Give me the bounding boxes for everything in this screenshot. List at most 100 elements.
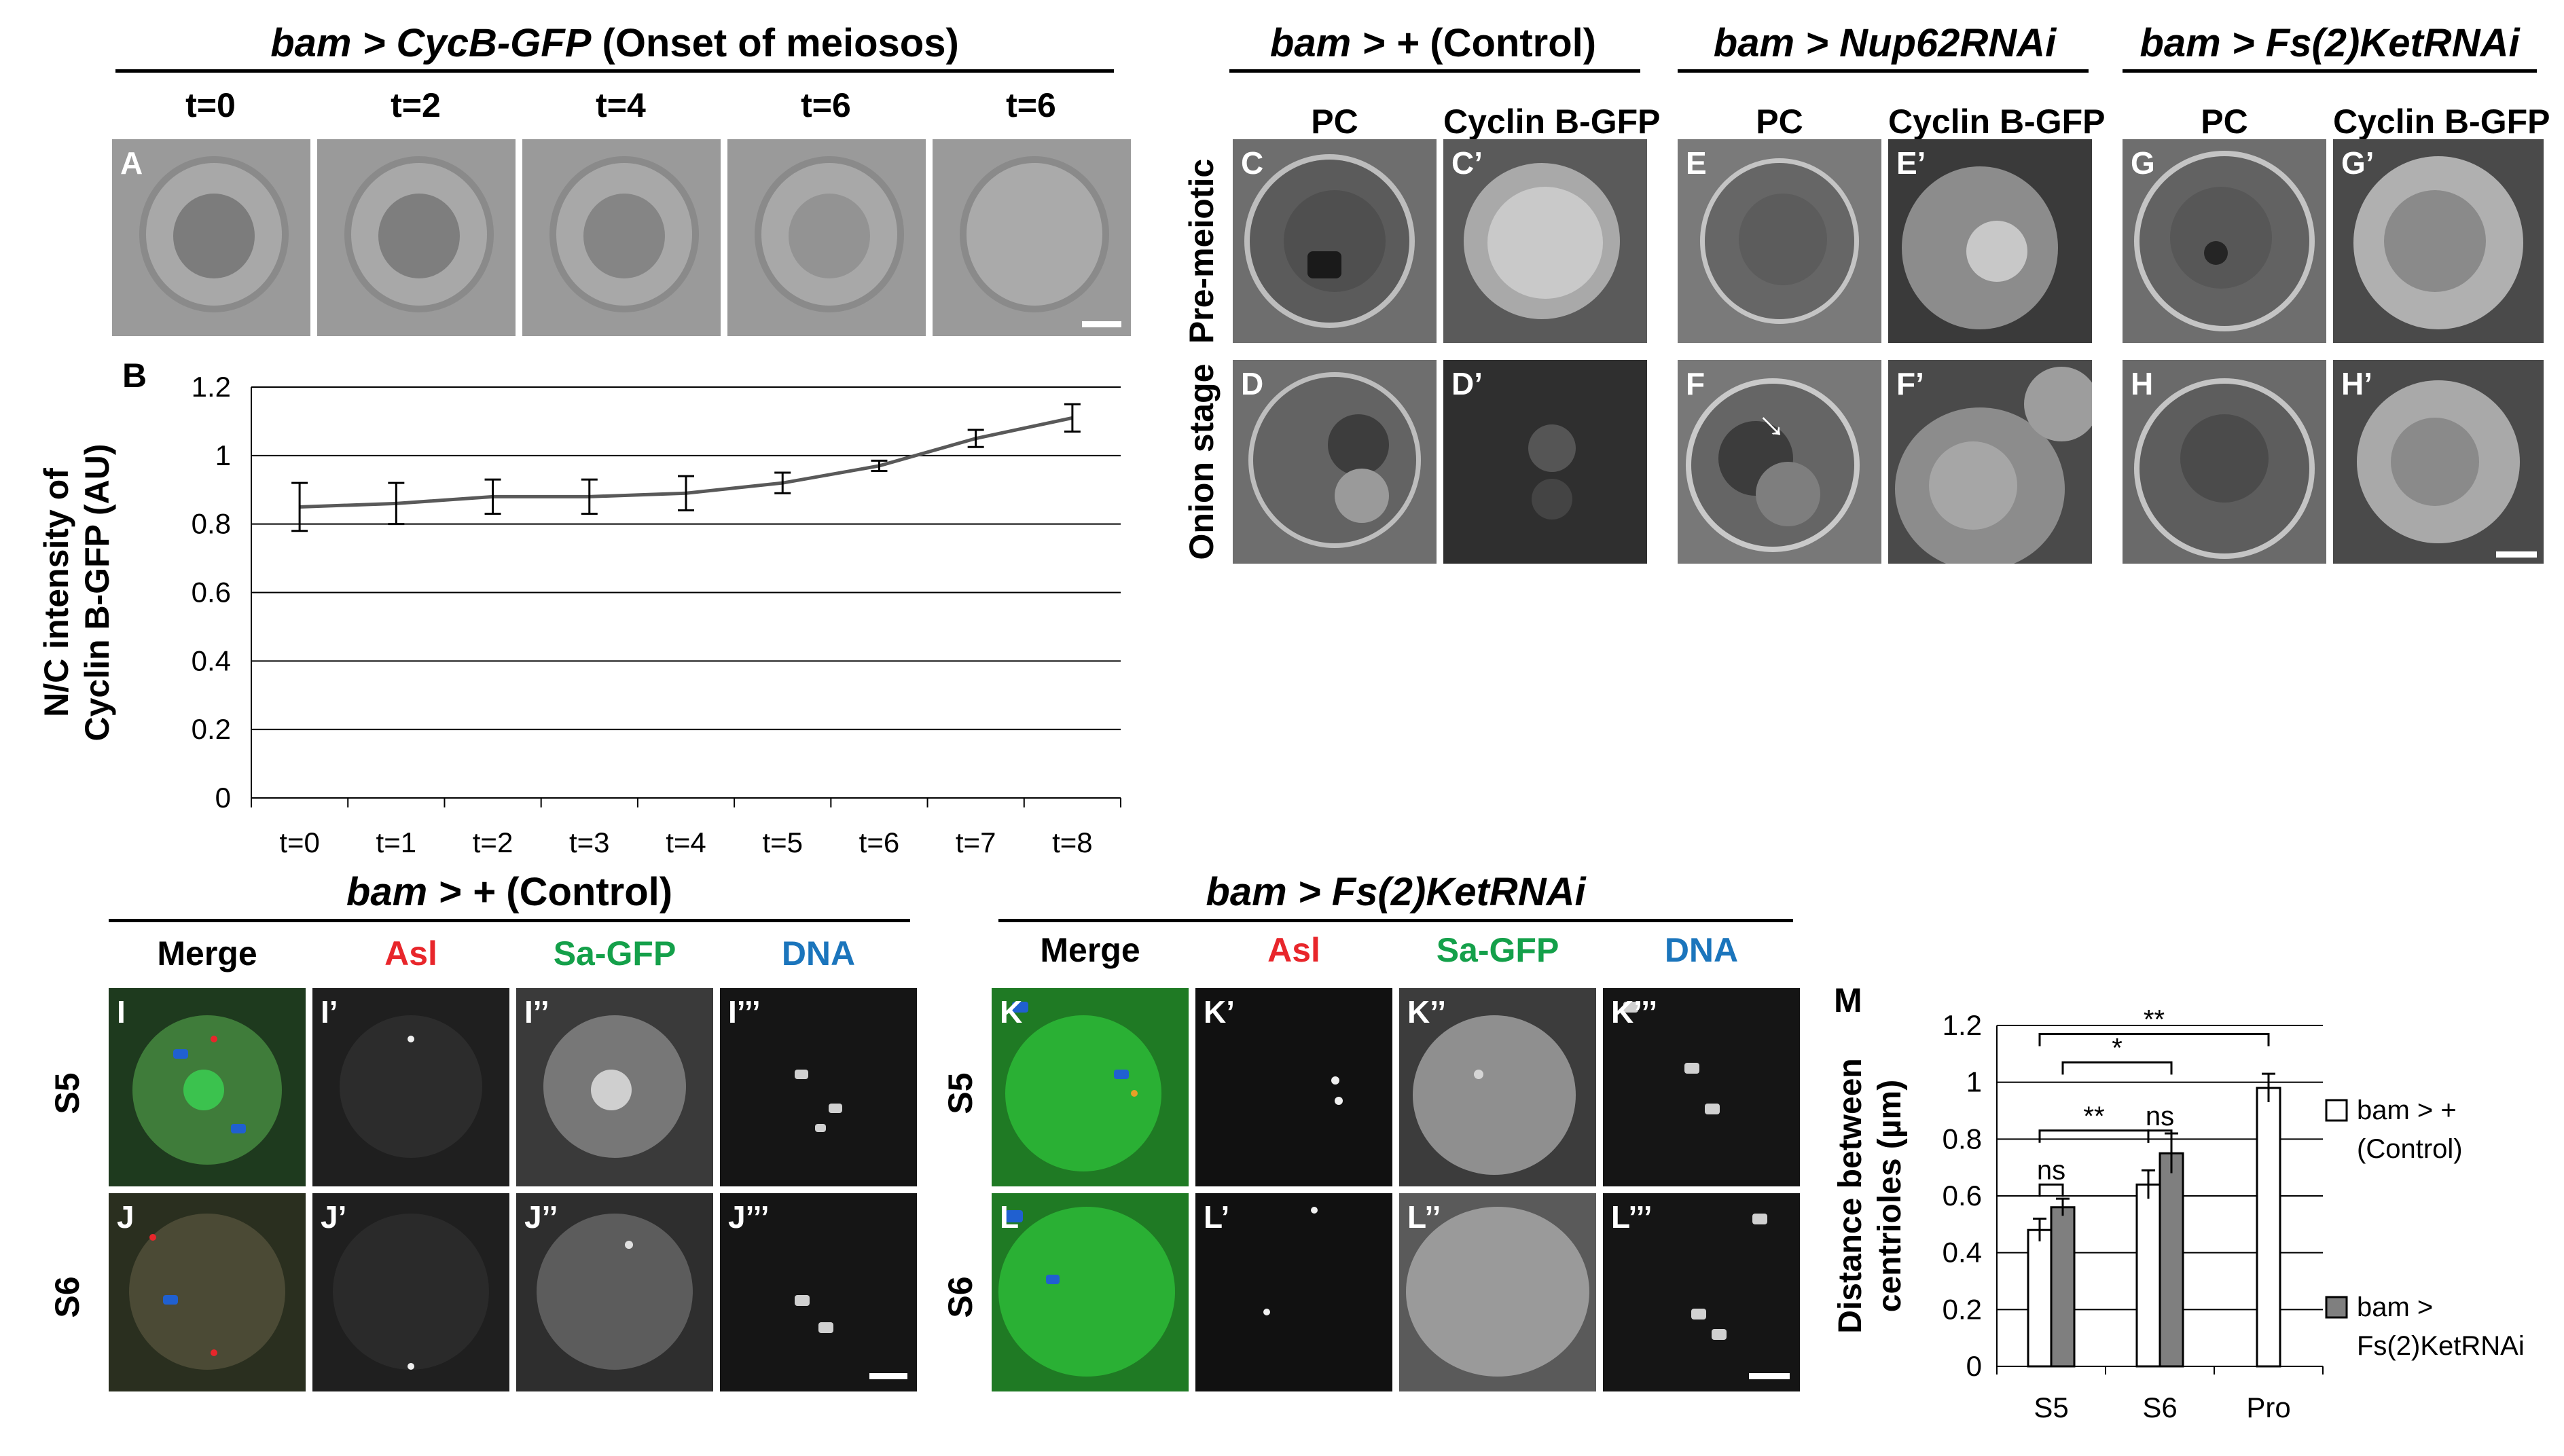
y-tick-label: 0.6	[192, 577, 231, 608]
nucleus	[583, 194, 665, 278]
micrograph-e: E	[1678, 139, 1881, 343]
panel-label: L’	[1204, 1199, 1230, 1235]
fs2ket-header-rule	[2123, 69, 2537, 73]
y-tick-label: 0.2	[1943, 1293, 1982, 1325]
cell-outline	[1005, 1015, 1161, 1171]
column-label-cyclin: Cyclin B-GFP	[2333, 103, 2550, 141]
control-header-rule	[1229, 69, 1640, 73]
row-label-s6: S6	[941, 1276, 979, 1318]
nucleus	[591, 1070, 632, 1110]
cell-outline	[998, 1207, 1175, 1377]
sa-spot	[625, 1241, 633, 1249]
bottom-control-header-genotype: bam > +	[346, 870, 496, 914]
x-tick-label: S5	[2034, 1391, 2068, 1423]
bottom-control-header-note: (Control)	[495, 870, 673, 914]
scale-bar	[1082, 321, 1121, 327]
nucleus	[1532, 479, 1572, 520]
nucleus	[2384, 190, 2486, 292]
y-tick-label: 0.4	[192, 644, 231, 676]
y-tick-label: 0	[215, 782, 231, 814]
asl-spot	[1311, 1207, 1318, 1214]
bottom-control-header-rule	[109, 919, 910, 922]
row-label-s6: S6	[48, 1276, 86, 1318]
micrograph-j-dna: J’’’	[720, 1193, 917, 1391]
chart-b: 0 0.2 0.4 0.6 0.8 1 1.2 t=0 t=1 t=2 t=3 t=4 t=5 t=6 t=…	[37, 357, 1121, 856]
control-header-note: (Control)	[1419, 21, 1597, 65]
panel-label: A	[120, 145, 143, 181]
bar	[2050, 1206, 2076, 1368]
dna-spot	[1752, 1214, 1767, 1224]
asl-spot	[408, 1363, 414, 1370]
cell-outline	[1413, 1015, 1576, 1175]
column-label-sa-gfp: Sa-GFP	[1436, 931, 1559, 969]
micrograph-l-dna: L’’’	[1603, 1193, 1800, 1391]
nucleus	[1487, 187, 1603, 299]
y-tick-label: 0.2	[192, 713, 231, 745]
nucleus	[1528, 424, 1576, 472]
significance-label: **	[2083, 1102, 2104, 1131]
micrograph-l-sa-gfp: L’’	[1399, 1193, 1596, 1391]
time-label: t=0	[185, 86, 236, 124]
row-label-onion: Onion stage	[1182, 363, 1221, 560]
micrograph-a-t4	[522, 139, 721, 336]
panel-label: H	[2131, 366, 2154, 401]
micrograph-h: H	[2123, 360, 2326, 564]
dna-spot	[829, 1104, 842, 1113]
y-tick-label: 1	[215, 439, 231, 471]
y-tick-label: 1.2	[192, 371, 231, 403]
scale-bar	[869, 1373, 907, 1379]
legend-label: bam >	[2357, 1292, 2433, 1322]
micrograph-k-sa-gfp: K’’	[1399, 988, 1596, 1186]
micrograph-a-t6	[727, 139, 926, 336]
bar	[2135, 1183, 2161, 1368]
dna-spot	[231, 1124, 246, 1133]
panel-label: J’	[321, 1199, 347, 1235]
micrograph-d: D	[1233, 360, 1437, 564]
micrograph-d-prime: D’	[1443, 360, 1647, 564]
asl-spot	[1263, 1309, 1270, 1315]
top-left-header-note: (Onset of meiosos)	[591, 21, 959, 65]
legend-label: (Control)	[2357, 1134, 2463, 1164]
y-tick-label: 1.2	[1943, 1009, 1982, 1041]
nucleus	[378, 194, 460, 278]
y-axis-title: N/C intensity ofCyclin B-GFP (AU)	[37, 444, 116, 742]
dna-spot	[1046, 1275, 1060, 1284]
micrograph-i-dna: I’’’	[720, 988, 917, 1186]
nucleus	[1966, 221, 2027, 282]
x-tick-label: t=3	[569, 826, 610, 856]
top-left-header-genotype: bam > CycB-GFP	[270, 21, 592, 65]
row-label-s5: S5	[941, 1072, 979, 1114]
panel-label: H’	[2341, 366, 2372, 401]
top-left-header-rule	[115, 69, 1114, 73]
micrograph-g: G	[2123, 139, 2326, 343]
panel-label: I’	[321, 994, 338, 1030]
micrograph-f-prime: F’	[1888, 360, 2092, 564]
column-label-asl: Asl	[384, 934, 437, 972]
legend-swatch	[2325, 1296, 2348, 1319]
micrograph-g-prime: G’	[2333, 139, 2544, 343]
column-label-merge: Merge	[1040, 931, 1140, 969]
dna-spot	[163, 1295, 178, 1305]
micrograph-k-merge: K	[992, 988, 1189, 1186]
row-label-s5: S5	[48, 1072, 86, 1114]
significance-bracket	[2038, 1183, 2064, 1197]
micrograph-c-prime: C’	[1443, 139, 1647, 343]
nucleus	[173, 194, 255, 278]
column-label-dna: DNA	[781, 934, 856, 972]
panel-label: M	[1834, 981, 1862, 1019]
significance-bracket	[2061, 1061, 2173, 1075]
x-tick-label: t=1	[376, 826, 417, 856]
panel-label: F’	[1896, 366, 1924, 401]
panel-label: G	[2131, 145, 2155, 181]
nucleus	[183, 1070, 224, 1110]
micrograph-a-t6-late	[933, 139, 1131, 336]
panel-label: J’’	[524, 1199, 558, 1235]
panel-label: D’	[1451, 366, 1483, 401]
asl-spot	[408, 1036, 414, 1042]
bar	[2256, 1087, 2281, 1368]
panel-label: K’	[1204, 994, 1235, 1030]
panel-label: J	[117, 1199, 134, 1235]
y-tick-label: 0.8	[1943, 1123, 1982, 1154]
legend-swatch	[2325, 1099, 2348, 1122]
cell-outline	[537, 1214, 693, 1370]
